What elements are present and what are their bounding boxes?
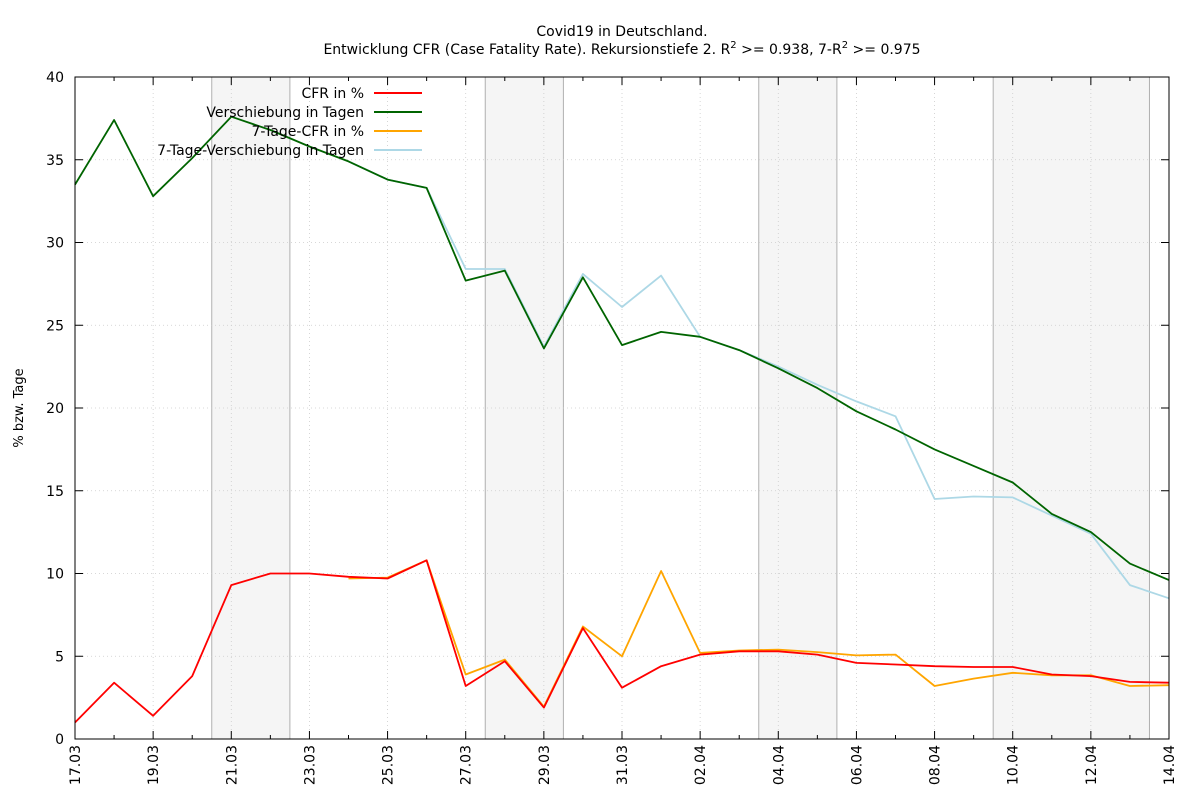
x-tick-label: 23.03 (302, 745, 318, 785)
legend-label: Verschiebung in Tagen (206, 105, 364, 121)
series-lines (74, 115, 1170, 724)
x-tick-label: 29.03 (537, 745, 553, 785)
y-axis-label: % bzw. Tage (12, 368, 27, 447)
x-tick-label: 14.04 (1162, 745, 1178, 785)
series-line-3 (348, 559, 1170, 708)
subtitle-suffix: >= 0.975 (848, 42, 920, 58)
subtitle-mid: >= 0.938, 7-R (737, 42, 842, 58)
chart-subtitle: Entwicklung CFR (Case Fatality Rate). Re… (323, 40, 920, 58)
x-tick-label: 12.04 (1084, 745, 1100, 785)
series-line-2 (74, 115, 1170, 581)
x-tick-label: 25.03 (381, 745, 397, 785)
weekend-band-3 (758, 77, 837, 739)
x-tick-label: 06.04 (849, 745, 865, 785)
x-tick-label: 19.03 (146, 745, 162, 785)
x-tick-label: 08.04 (928, 745, 944, 785)
x-tick-label: 21.03 (224, 745, 240, 785)
subtitle-sup-2: 2 (842, 40, 848, 51)
legend-label: 7-Tage-CFR in % (251, 124, 364, 140)
x-tick-label: 17.03 (68, 745, 84, 785)
chart-title: Covid19 in Deutschland. (536, 24, 707, 40)
y-tick-label: 30 (46, 236, 64, 252)
y-tick-label: 5 (55, 649, 64, 665)
y-tick-label: 10 (46, 567, 64, 583)
y-tick-label: 0 (55, 732, 64, 748)
y-axis-ticks: 0 5 10 15 20 25 30 35 40 (46, 70, 1169, 748)
y-tick-label: 35 (46, 153, 64, 169)
legend-label: 7-Tage-Verschiebung in Tagen (157, 143, 364, 159)
y-tick-label: 25 (46, 318, 64, 334)
y-tick-label: 20 (46, 401, 64, 417)
weekend-band-2 (485, 77, 564, 739)
x-tick-label: 27.03 (459, 745, 475, 785)
x-tick-label: 31.03 (615, 745, 631, 785)
x-tick-label: 02.04 (693, 745, 709, 785)
y-tick-label: 40 (46, 70, 64, 86)
subtitle-sup-1: 2 (730, 40, 736, 51)
weekend-band-1 (211, 77, 290, 739)
weekend-bands (211, 77, 1150, 739)
series-line-1 (74, 559, 1170, 724)
x-tick-label: 10.04 (1006, 745, 1022, 785)
x-axis-ticks: 17.03 19.03 21.03 23.03 25.03 27.03 29.03 31.03… (68, 77, 1178, 785)
y-tick-label: 15 (46, 484, 64, 500)
subtitle-prefix: Entwicklung CFR (Case Fatality Rate). Re… (323, 42, 730, 58)
legend-label: CFR in % (301, 86, 364, 102)
x-tick-label: 04.04 (771, 745, 787, 785)
legend: CFR in % Verschiebung in Tagen 7-Tage-CFR … (157, 86, 422, 159)
